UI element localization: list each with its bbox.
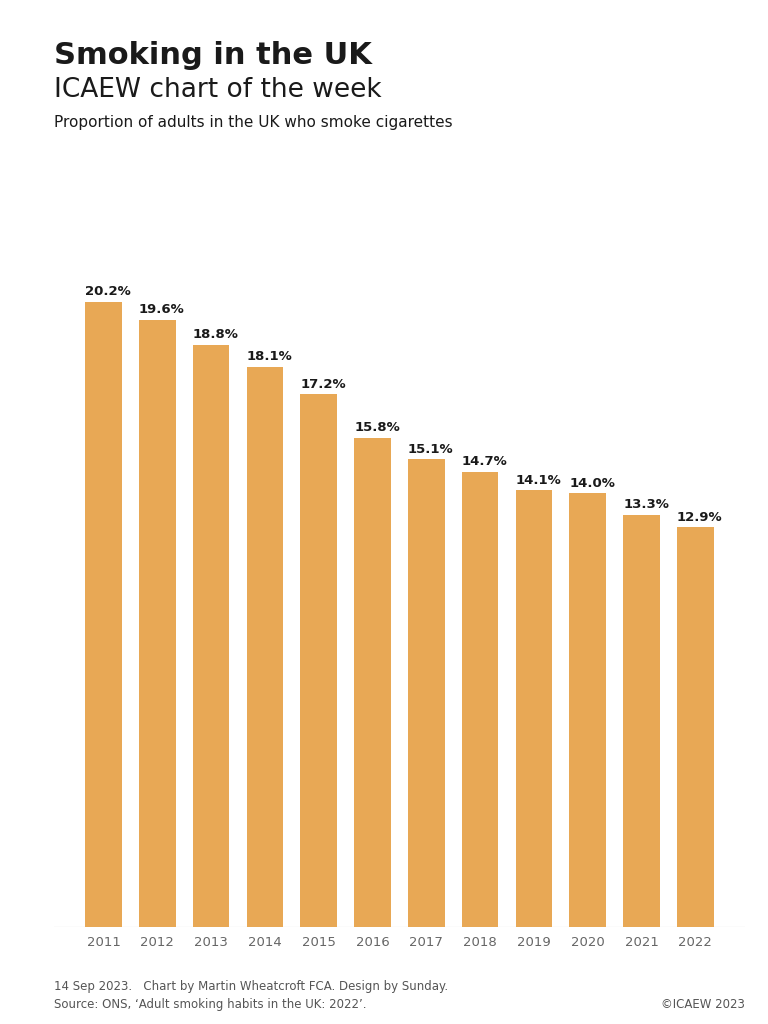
Text: 14.1%: 14.1% — [515, 474, 561, 486]
Text: 19.6%: 19.6% — [139, 303, 185, 316]
Bar — [139, 321, 176, 927]
Text: ICAEW chart of the week: ICAEW chart of the week — [54, 77, 382, 102]
Text: Source: ONS, ‘Adult smoking habits in the UK: 2022’.: Source: ONS, ‘Adult smoking habits in th… — [54, 997, 366, 1011]
Bar — [408, 460, 445, 927]
Bar — [300, 394, 337, 927]
Bar — [569, 494, 606, 927]
Text: 18.1%: 18.1% — [247, 350, 293, 362]
Bar — [193, 345, 230, 927]
Text: 18.8%: 18.8% — [193, 329, 239, 341]
Bar — [515, 490, 552, 927]
Text: 20.2%: 20.2% — [85, 285, 131, 298]
Text: 13.3%: 13.3% — [623, 499, 669, 511]
Text: 15.1%: 15.1% — [408, 442, 454, 456]
Bar — [623, 515, 660, 927]
Bar — [677, 527, 713, 927]
Bar — [462, 472, 498, 927]
Text: ©ICAEW 2023: ©ICAEW 2023 — [661, 997, 745, 1011]
Text: Proportion of adults in the UK who smoke cigarettes: Proportion of adults in the UK who smoke… — [54, 115, 452, 130]
Bar — [85, 302, 122, 927]
Bar — [247, 367, 283, 927]
Text: 12.9%: 12.9% — [677, 511, 723, 524]
Bar — [354, 437, 391, 927]
Text: 14.7%: 14.7% — [462, 455, 508, 468]
Text: 14 Sep 2023.   Chart by Martin Wheatcroft FCA. Design by Sunday.: 14 Sep 2023. Chart by Martin Wheatcroft … — [54, 980, 448, 993]
Text: 15.8%: 15.8% — [354, 421, 400, 434]
Text: Smoking in the UK: Smoking in the UK — [54, 41, 372, 70]
Text: 17.2%: 17.2% — [300, 378, 346, 391]
Text: 14.0%: 14.0% — [569, 477, 615, 489]
